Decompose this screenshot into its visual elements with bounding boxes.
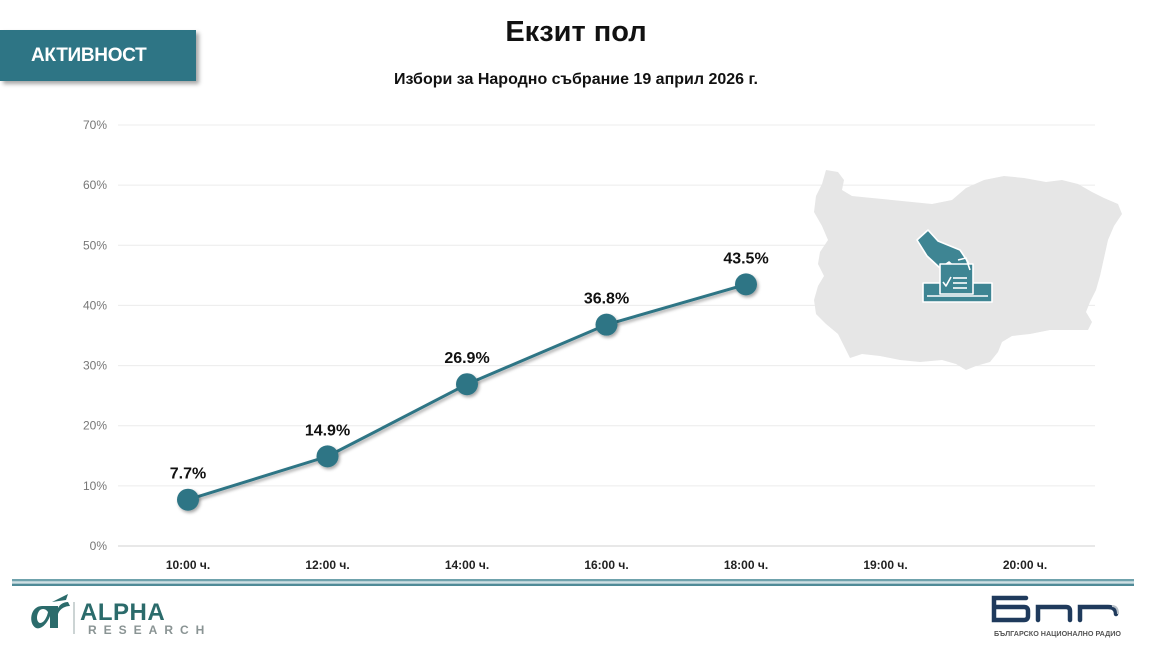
- x-tick-label: 12:00 ч.: [305, 558, 349, 572]
- data-point-marker: [735, 273, 757, 296]
- y-tick-label: 50%: [83, 238, 107, 252]
- page-title: Екзит пол: [505, 16, 647, 48]
- x-axis: 10:00 ч. 12:00 ч. 14:00 ч. 16:00 ч. 18:00 ч.…: [166, 558, 1047, 572]
- page-subtitle: Избори за Народно събрание 19 април 2026…: [394, 71, 758, 88]
- x-tick-label: 10:00 ч.: [166, 558, 210, 572]
- bnr-mark-icon: [991, 595, 1119, 623]
- data-label: 7.7%: [170, 466, 206, 483]
- x-tick-label: 14:00 ч.: [445, 558, 489, 572]
- data-point-marker: [316, 445, 339, 468]
- bnr-logo: БЪЛГАРСКО НАЦИОНАЛНО РАДИО: [990, 594, 1125, 640]
- y-tick-label: 20%: [83, 419, 107, 433]
- alpha-research-mark-icon: [31, 594, 70, 629]
- bnr-logo-sub: БЪЛГАРСКО НАЦИОНАЛНО РАДИО: [994, 629, 1121, 638]
- data-point-marker: [177, 488, 199, 511]
- y-axis: 0% 10% 20% 30% 40% 50% 60% 70%: [83, 118, 107, 553]
- section-badge: АКТИВНОСТ: [0, 30, 196, 81]
- y-tick-label: 70%: [83, 118, 107, 132]
- data-label: 26.9%: [444, 350, 489, 367]
- alpha-research-logo: ALPHA RESEARCH: [28, 592, 218, 637]
- x-tick-label: 16:00 ч.: [584, 558, 628, 572]
- x-tick-label: 18:00 ч.: [724, 558, 768, 572]
- data-point-marker: [456, 373, 478, 396]
- y-tick-label: 10%: [83, 479, 107, 493]
- section-badge-label: АКТИВНОСТ: [31, 44, 147, 66]
- data-label: 43.5%: [723, 250, 768, 267]
- alpha-logo-sub: RESEARCH: [88, 623, 211, 636]
- y-tick-label: 40%: [83, 298, 107, 312]
- data-label: 36.8%: [584, 291, 629, 308]
- x-tick-label: 19:00 ч.: [863, 558, 907, 572]
- data-point-marker: [595, 313, 618, 336]
- x-tick-label: 20:00 ч.: [1003, 558, 1047, 572]
- ballot-box-icon: [916, 229, 993, 303]
- alpha-logo-main: ALPHA: [80, 599, 165, 626]
- footer-divider: [12, 579, 1134, 586]
- turnout-series: [177, 273, 757, 511]
- data-labels: 7.7% 14.9% 26.9% 36.8% 43.5%: [170, 250, 769, 482]
- data-label: 14.9%: [305, 422, 350, 439]
- chart-gridlines: [118, 124, 1095, 547]
- y-tick-label: 0%: [90, 539, 108, 553]
- y-tick-label: 30%: [83, 359, 107, 373]
- y-tick-label: 60%: [83, 178, 107, 192]
